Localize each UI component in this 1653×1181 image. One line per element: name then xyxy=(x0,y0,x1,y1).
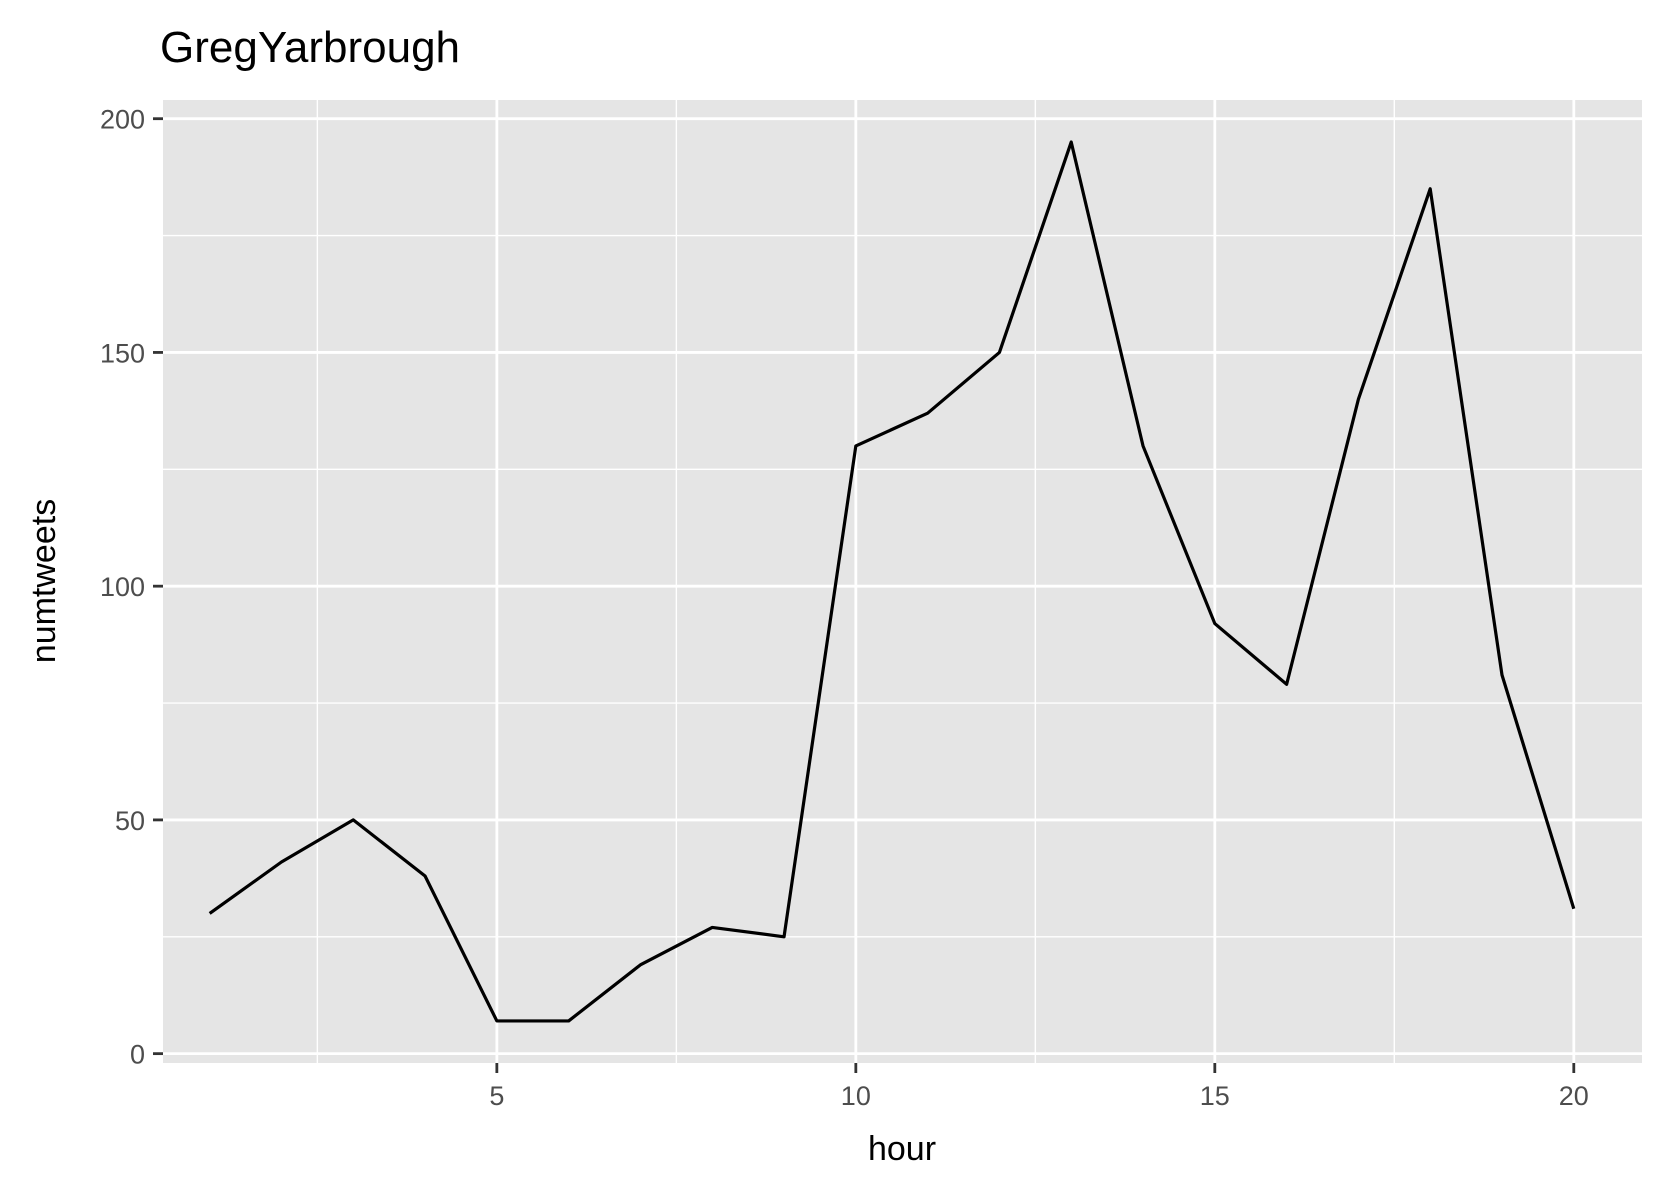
x-axis-title: hour xyxy=(868,1130,936,1168)
series-layer xyxy=(208,140,1576,1023)
plot-panel xyxy=(163,100,1642,1063)
x-tick-label: 15 xyxy=(1200,1081,1230,1111)
y-tick-label: 50 xyxy=(115,806,145,836)
y-axis-title: numtweets xyxy=(25,499,63,663)
chart-title: GregYarbrough xyxy=(160,23,460,72)
y-tick-label: 100 xyxy=(100,572,145,602)
x-tick-label: 10 xyxy=(841,1081,871,1111)
minor-gridlines xyxy=(163,100,1642,1063)
x-axis: 5 10 15 20 xyxy=(489,1063,1589,1111)
series-line-0 xyxy=(208,140,1576,1023)
x-tick-label: 20 xyxy=(1559,1081,1589,1111)
y-tick-label: 150 xyxy=(100,338,145,368)
y-tick-label: 0 xyxy=(130,1040,145,1070)
y-tick-label: 200 xyxy=(100,105,145,135)
x-tick-label: 5 xyxy=(489,1081,504,1111)
major-gridlines xyxy=(163,100,1642,1063)
y-axis: 0 50 100 150 200 xyxy=(100,105,163,1070)
